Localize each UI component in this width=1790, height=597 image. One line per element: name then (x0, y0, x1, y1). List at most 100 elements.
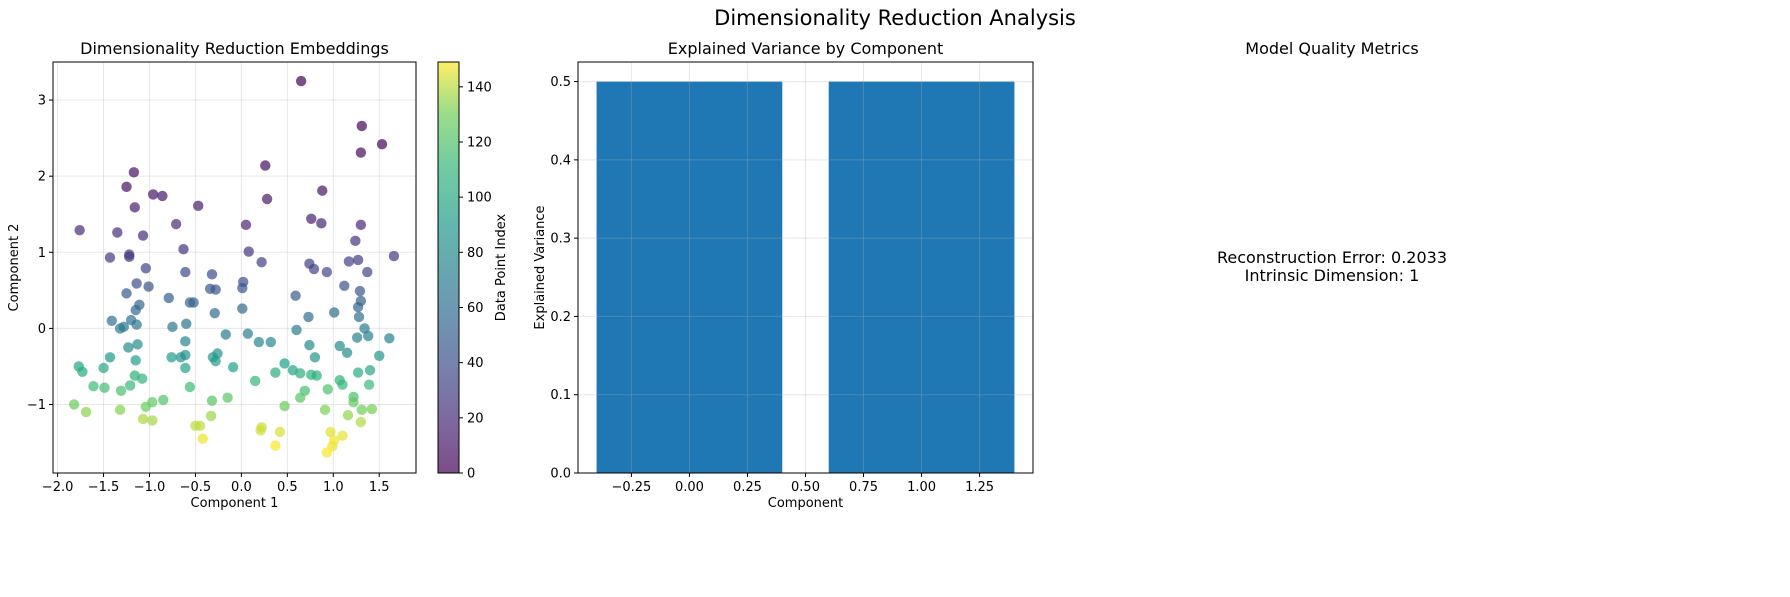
scatter-x-ticks: −2.0 −1.5 −1.0 −0.5 0.0 0.5 1.0 1.5 (42, 473, 390, 495)
bar-y-tick-label: 0.0 (550, 467, 571, 482)
scatter-point (115, 385, 127, 396)
scatter-point (356, 120, 367, 132)
scatter-point (88, 381, 99, 392)
scatter-point (205, 410, 217, 422)
scatter-point (352, 254, 364, 266)
scatter-point (129, 202, 140, 213)
bar-x-tick-label: 0.50 (791, 480, 820, 495)
scatter-x-tick-label: 1.5 (369, 480, 390, 495)
colorbar-tick-label: 100 (467, 191, 492, 206)
scatter-point (253, 336, 265, 348)
scatter-point (355, 416, 367, 428)
scatter-point (274, 426, 286, 438)
scatter-point (180, 336, 191, 347)
scatter-point (123, 342, 134, 353)
scatter-y-tick-label: 2 (38, 170, 46, 185)
scatter-point (130, 355, 141, 366)
scatter-point (128, 167, 140, 178)
scatter-point (80, 406, 92, 418)
scatter-point (279, 400, 290, 412)
scatter-point (363, 379, 375, 390)
scatter-point (184, 381, 196, 393)
colorbar-tick-label: 60 (467, 301, 484, 316)
scatter-point (295, 392, 306, 403)
scatter-point (209, 307, 220, 319)
scatter-point (355, 147, 367, 158)
scatter-point (290, 290, 301, 301)
scatter-point (157, 190, 168, 202)
scatter-point (350, 235, 361, 247)
scatter-point (351, 332, 363, 343)
colorbar: 0 20 40 60 80 100 120 140 Data Point Index (437, 61, 509, 482)
scatter-point (304, 339, 315, 351)
scatter-point (322, 384, 333, 395)
scatter-point (158, 394, 169, 406)
scatter-point (376, 139, 388, 150)
colorbar-tick-label: 20 (467, 411, 484, 426)
scatter-point (270, 367, 281, 378)
scatter-y-tick-label: 3 (38, 94, 46, 109)
scatter-point (339, 280, 350, 291)
scatter-point (237, 303, 248, 314)
bar-y-tick-label: 0.4 (550, 153, 571, 168)
scatter-y-label: Component 2 (7, 224, 22, 312)
scatter-x-tick-label: 0.0 (231, 480, 252, 495)
scatter-point (68, 399, 80, 410)
bar-x-tick-label: 0.75 (849, 480, 878, 495)
scatter-point (308, 263, 320, 275)
scatter-point (140, 401, 152, 412)
scatter-point (329, 307, 340, 318)
scatter-point (74, 225, 85, 236)
bar-x-tick-label: −0.25 (611, 480, 651, 495)
scatter-axes-frame (52, 61, 417, 474)
scatter-x-label: Component 1 (191, 496, 279, 511)
scatter-point (352, 367, 364, 378)
scatter-point (279, 358, 290, 369)
figure-title: Dimensionality Reduction Analysis (714, 6, 1076, 30)
scatter-point (114, 323, 126, 334)
scatter-point (106, 315, 118, 326)
scatter-point (114, 404, 126, 416)
scatter-point (337, 379, 348, 390)
scatter-point (180, 362, 191, 374)
scatter-point (206, 269, 218, 280)
bar-x-tick-label: 0.25 (733, 480, 762, 495)
scatter-point (132, 339, 143, 350)
scatter-point (243, 246, 254, 257)
scatter-x-tick-label: −0.5 (180, 480, 212, 495)
scatter-point (178, 244, 189, 255)
bar-x-label: Component (768, 496, 843, 511)
scatter-point (355, 219, 367, 231)
metric-intrinsic-dimension: Intrinsic Dimension: 1 (1245, 266, 1420, 285)
scatter-point (295, 368, 306, 379)
metrics-panel: Model Quality Metrics Reconstruction Err… (1217, 39, 1447, 285)
scatter-point (121, 288, 132, 299)
bar-y-label: Explained Variance (533, 205, 548, 329)
scatter-point (137, 413, 149, 425)
bar-y-tick-label: 0.3 (550, 232, 571, 247)
bar-panel: −0.25 0.00 0.25 0.50 0.75 1.00 1.25 0.00.10.20… (533, 39, 1034, 511)
colorbar-label: Data Point Index (494, 214, 509, 322)
scatter-point (136, 373, 148, 384)
bar-y-tick-label: 0.2 (550, 310, 571, 325)
scatter-point (98, 362, 109, 374)
scatter-point (321, 447, 333, 458)
scatter-point (337, 430, 348, 441)
scatter-x-tick-label: 1.0 (323, 480, 344, 495)
bar-x-tick-label: 1.25 (965, 480, 994, 495)
scatter-point (362, 266, 373, 278)
scatter-y-tick-label: 1 (38, 246, 46, 261)
scatter-point (255, 425, 266, 436)
scatter-point (188, 297, 199, 308)
scatter-point (303, 311, 314, 323)
scatter-point (220, 329, 231, 340)
scatter-point (143, 281, 154, 292)
bar-y-tick-label: 0.1 (550, 388, 571, 403)
scatter-point (295, 75, 307, 87)
scatter-point (130, 304, 141, 316)
scatter-y-ticks: −1 0 1 2 3 (27, 94, 53, 413)
colorbar-ticks: 0 20 40 60 80 100 120 140 (459, 80, 492, 482)
scatter-point (354, 285, 366, 297)
scatter-point (137, 230, 149, 241)
scatter-point (181, 318, 192, 330)
